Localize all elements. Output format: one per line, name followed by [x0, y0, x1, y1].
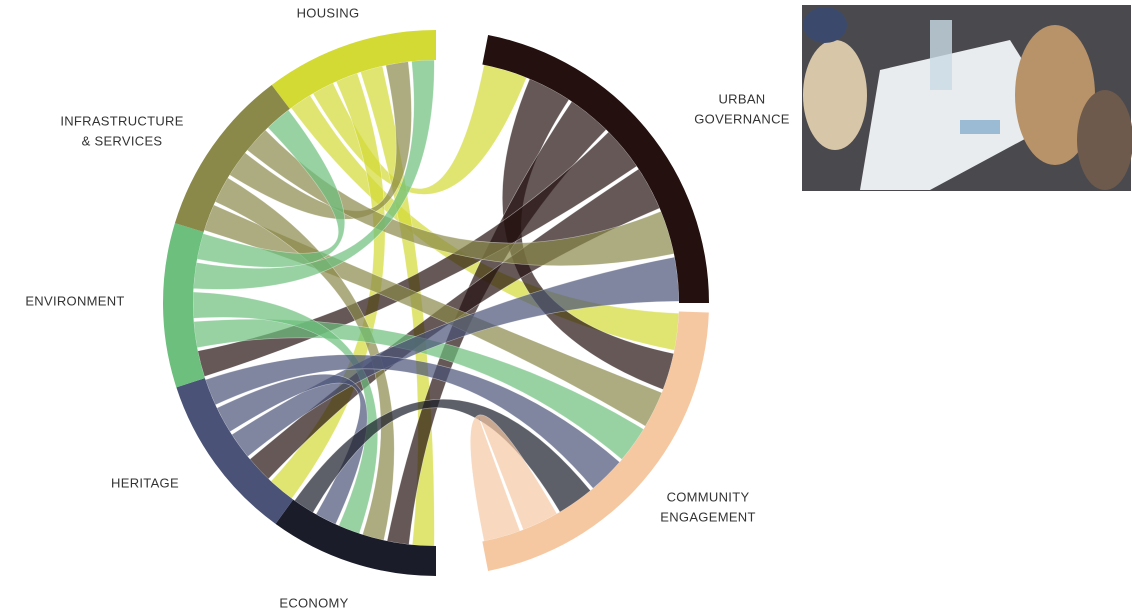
node-label: ENGAGEMENT	[660, 509, 755, 524]
chords	[193, 60, 679, 546]
page: HOUSING URBAN GOVERNANCE COMMUNITY ENGAGEMEN…	[0, 0, 1132, 610]
node-label: ECONOMY	[279, 595, 348, 610]
node-label: URBAN	[718, 91, 765, 106]
node-label: HERITAGE	[111, 475, 179, 490]
photo	[802, 5, 1132, 191]
node-label: ENVIRONMENT	[25, 293, 124, 308]
node-label: INFRASTRUCTURE	[60, 113, 183, 128]
node-label: COMMUNITY	[667, 489, 750, 504]
node-label: HOUSING	[297, 5, 360, 20]
node-label: GOVERNANCE	[694, 111, 789, 126]
node-label: & SERVICES	[82, 133, 163, 148]
